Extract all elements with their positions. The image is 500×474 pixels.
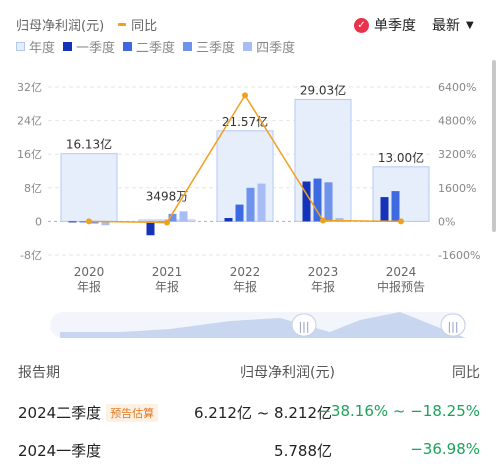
row-yoy: −38.16% ~ −18.25% <box>318 402 480 420</box>
quarter-bar-4 <box>335 218 344 222</box>
single-quarter-label: 单季度 <box>374 18 416 34</box>
x-tick-label: 年报 <box>311 279 335 294</box>
x-tick-label: 2021 <box>152 265 183 279</box>
q2-swatch-icon <box>123 41 133 51</box>
quarter-bar-2 <box>313 178 322 222</box>
y-tick-right: 0% <box>438 215 455 228</box>
quarter-bar-1 <box>146 221 155 236</box>
quarter-bar-4 <box>257 183 266 222</box>
yoy-point <box>398 218 404 225</box>
legend-q4[interactable]: 四季度 <box>243 37 295 56</box>
yoy-line-swatch-icon <box>118 22 127 26</box>
x-tick-label: 中报预告 <box>377 279 425 294</box>
y-tick-right: 6400% <box>438 81 476 94</box>
annual-swatch-icon <box>16 41 25 51</box>
quarter-bar-3 <box>168 213 177 222</box>
navigator-handle-left <box>291 313 317 337</box>
handle-grip-icon: ||| <box>447 320 458 333</box>
legend-annual-label: 年度 <box>29 40 56 56</box>
x-tick-label: 2024 <box>386 265 417 279</box>
check-icon: ✓ <box>354 17 369 33</box>
legend-q3[interactable]: 三季度 <box>183 37 235 56</box>
quarter-bar-3 <box>324 182 333 222</box>
q4-swatch-icon <box>243 41 253 51</box>
handle-grip-icon: ||| <box>298 320 309 333</box>
y-tick-right: 3200% <box>438 148 476 161</box>
latest-label: 最新 <box>432 18 460 34</box>
row-profit: 5.788亿 <box>274 442 332 460</box>
y-tick-left: 32亿 <box>17 81 42 94</box>
y-tick-left: 0 <box>35 215 42 228</box>
y-tick-right: 1600% <box>438 182 476 195</box>
quarter-bar-1 <box>380 197 389 222</box>
legend-q1[interactable]: 一季度 <box>63 37 115 56</box>
row-yoy: −36.98% <box>410 440 480 458</box>
header-profit: 归母净利润(元) <box>240 365 335 381</box>
yoy-point <box>86 218 92 225</box>
legend-q2[interactable]: 二季度 <box>123 37 175 56</box>
row-profit: 6.212亿 ~ 8.212亿 <box>194 404 332 422</box>
quarter-bar-1 <box>224 218 233 222</box>
legend-q3-label: 三季度 <box>196 40 236 56</box>
legend-top: 归母净利润(元) 同比 <box>16 14 157 34</box>
annual-value-label: 29.03亿 <box>300 82 346 97</box>
q3-swatch-icon <box>183 41 193 51</box>
legend-q1-label: 一季度 <box>76 40 116 56</box>
quarter-bar-4 <box>101 221 110 226</box>
x-tick-label: 2020 <box>74 265 105 279</box>
x-tick-label: 年报 <box>155 279 179 294</box>
scrollbar[interactable] <box>492 60 496 232</box>
profit-legend-title: 归母净利润(元) <box>16 18 105 34</box>
y-tick-right: -1600% <box>438 249 480 262</box>
caret-down-icon: ▼ <box>466 19 474 31</box>
row-period: 2024二季度 <box>18 404 102 422</box>
annual-bar <box>60 153 118 222</box>
annual-value-label: 21.57亿 <box>222 114 268 129</box>
y-tick-left: 8亿 <box>24 182 42 195</box>
legend-series: 年度 一季度 二季度 三季度 四季度 <box>16 36 303 56</box>
quarter-bar-1 <box>68 221 77 223</box>
yoy-point <box>164 219 170 226</box>
quarter-bar-2 <box>79 221 88 223</box>
q1-swatch-icon <box>63 41 73 51</box>
row-period: 2024一季度 <box>18 442 102 460</box>
profit-chart: 32亿 24亿 16亿 8亿 0 -8亿 6400% 4800% 3200% 1600% 0% -16… <box>17 81 480 338</box>
y-tick-right: 4800% <box>438 115 476 128</box>
y-tick-left: 24亿 <box>17 115 42 128</box>
single-quarter-toggle[interactable]: ✓ 单季度 <box>354 14 416 36</box>
header-period: 报告期 <box>18 365 60 381</box>
annual-value-label: 13.00亿 <box>378 150 424 165</box>
quarter-bar-3 <box>246 187 255 222</box>
table-header: 报告期 归母净利润(元) 同比 <box>0 356 500 386</box>
navigator-handle-right <box>440 313 466 337</box>
yoy-legend-item[interactable]: 同比 <box>118 15 157 34</box>
x-tick-label: 年报 <box>77 279 101 294</box>
quarter-bar-4 <box>179 211 188 222</box>
yoy-point <box>242 92 248 99</box>
quarter-bar-3 <box>90 221 99 224</box>
y-tick-left: 16亿 <box>17 148 42 161</box>
header-yoy: 同比 <box>452 365 480 381</box>
yoy-point <box>320 217 326 224</box>
quarter-bar-2 <box>391 191 400 222</box>
forecast-badge: 预告估算 <box>106 403 159 422</box>
latest-dropdown[interactable]: 最新 ▼ <box>432 14 474 36</box>
legend-q2-label: 二季度 <box>136 40 176 56</box>
yoy-legend-label: 同比 <box>131 18 158 34</box>
x-tick-label: 2022 <box>230 265 261 279</box>
table-row[interactable]: 2024一季度 5.788亿 −36.98% <box>0 436 500 466</box>
y-tick-left: -8亿 <box>20 249 42 262</box>
navigator-area <box>60 312 466 338</box>
quarter-bar-1 <box>302 181 311 222</box>
annual-value-label: 16.13亿 <box>66 137 112 152</box>
quarter-bar-2 <box>235 204 244 222</box>
annual-value-label: 3498万 <box>146 189 189 203</box>
x-tick-label: 年报 <box>233 279 257 294</box>
table-row[interactable]: 2024二季度 预告估算 6.212亿 ~ 8.212亿 −38.16% ~ −… <box>0 398 500 428</box>
x-tick-label: 2023 <box>308 265 339 279</box>
legend-annual[interactable]: 年度 <box>16 37 55 56</box>
legend-q4-label: 四季度 <box>256 40 296 56</box>
